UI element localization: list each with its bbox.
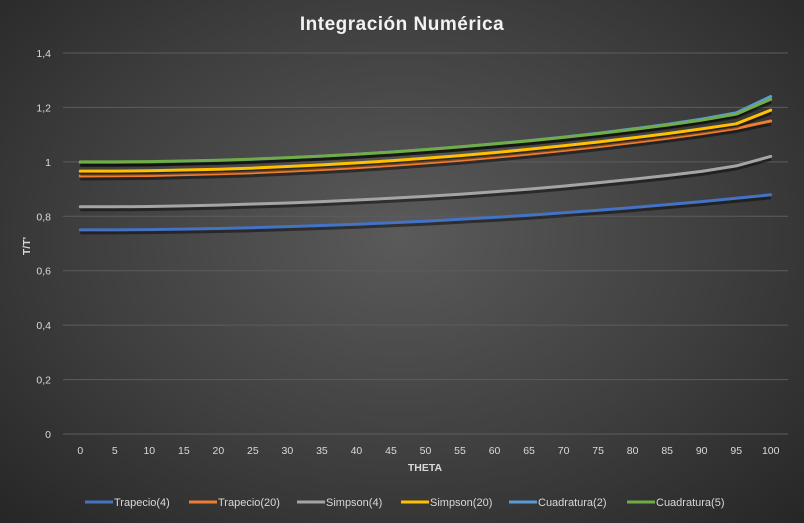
chart-title: Integración Numérica xyxy=(300,14,504,35)
legend-entry: Trapecio(20) xyxy=(218,497,280,509)
legend-entry: Trapecio(4) xyxy=(114,497,170,509)
legend-entry: Cuadratura(5) xyxy=(656,497,724,509)
x-axis-label: THETA xyxy=(408,462,443,474)
series-line xyxy=(78,97,773,164)
y-axis-label: T/T' xyxy=(21,237,33,255)
y-tick-label: 1,4 xyxy=(36,48,51,60)
x-tick-label: 80 xyxy=(627,445,639,457)
x-tick-label: 0 xyxy=(77,445,83,457)
legend-entry: Simpson(20) xyxy=(430,497,492,509)
x-tick-label: 60 xyxy=(489,445,501,457)
x-tick-label: 70 xyxy=(558,445,570,457)
y-tick-label: 0,6 xyxy=(36,266,51,278)
x-tick-label: 50 xyxy=(420,445,432,457)
series-lines xyxy=(78,95,773,235)
x-tick-label: 65 xyxy=(523,445,535,457)
x-tick-label: 45 xyxy=(385,445,397,457)
series-shadow xyxy=(80,194,771,235)
series-shadow xyxy=(80,99,772,167)
x-tick-label: 100 xyxy=(762,445,780,457)
series-shadow xyxy=(80,96,772,167)
x-tick-label: 20 xyxy=(213,445,225,457)
x-tick-label: 95 xyxy=(730,445,742,457)
y-tick-label: 0,8 xyxy=(36,211,51,223)
series-shadow xyxy=(80,109,772,176)
y-tick-labels: 0 0,2 0,4 0,6 0,8 1 1,2 1,4 xyxy=(36,48,51,441)
gridlines xyxy=(63,52,788,435)
x-tick-label: 10 xyxy=(143,445,155,457)
series-line xyxy=(78,193,773,232)
x-tick-labels: 0 5 10 15 20 25 30 35 40 45 50 55 60 65 70 75 80 85 90 95 10… xyxy=(77,445,779,457)
legend-entry: Cuadratura(2) xyxy=(538,497,606,509)
y-tick-label: 1,2 xyxy=(36,102,51,114)
x-tick-label: 90 xyxy=(696,445,708,457)
series-line xyxy=(78,119,773,178)
x-tick-label: 55 xyxy=(454,445,466,457)
x-tick-label: 75 xyxy=(592,445,604,457)
series-line xyxy=(78,108,773,173)
legend: Trapecio(4) Trapecio(20) Simpson(4) Simpson… xyxy=(85,497,724,509)
y-tick-label: 0,4 xyxy=(36,320,51,332)
y-tick-label: 0 xyxy=(45,429,51,441)
y-tick-label: 1 xyxy=(45,157,51,169)
x-tick-label: 40 xyxy=(351,445,363,457)
x-tick-label: 25 xyxy=(247,445,259,457)
series-shadow xyxy=(80,155,772,212)
x-tick-label: 30 xyxy=(282,445,294,457)
x-tick-label: 85 xyxy=(661,445,673,457)
legend-entry: Simpson(4) xyxy=(326,497,382,509)
series-line xyxy=(78,154,773,209)
x-tick-label: 15 xyxy=(178,445,190,457)
x-tick-label: 35 xyxy=(316,445,328,457)
y-tick-label: 0,2 xyxy=(36,375,51,387)
x-tick-label: 5 xyxy=(112,445,118,457)
series-shadow xyxy=(80,120,772,181)
